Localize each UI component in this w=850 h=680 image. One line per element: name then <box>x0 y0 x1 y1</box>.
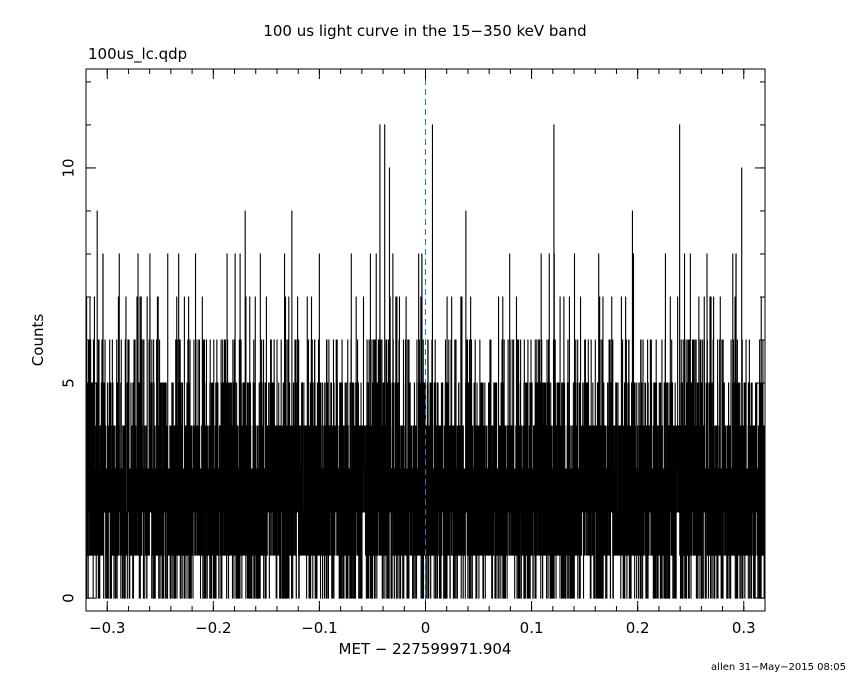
x-tick-label: −0.3 <box>89 619 125 637</box>
y-axis-label: Counts <box>29 313 47 367</box>
axis-ticks <box>85 69 766 611</box>
y-tick-label: 0 <box>60 593 78 603</box>
counts-series <box>85 124 766 599</box>
x-tick-label: −0.1 <box>301 619 337 637</box>
x-tick-label: 0.3 <box>732 619 756 637</box>
axis-tick-labels: −0.3 −0.2 −0.1 0 0.1 0.2 0.3 0 5 10 <box>60 158 756 637</box>
chart-title: 100 us light curve in the 15−350 keV ban… <box>263 22 587 40</box>
x-tick-label: 0.2 <box>626 619 650 637</box>
x-tick-label: −0.2 <box>195 619 231 637</box>
x-tick-label: 0 <box>421 619 431 637</box>
y-tick-label: 10 <box>60 158 78 177</box>
chart-subtitle: 100us_lc.qdp <box>88 45 188 63</box>
counts-histogram <box>85 124 766 599</box>
x-axis-label: MET − 227599971.904 <box>338 640 512 658</box>
y-tick-label: 5 <box>60 378 78 388</box>
x-tick-label: 0.1 <box>520 619 544 637</box>
footer-stamp: allen 31−May−2015 08:05 <box>711 662 846 673</box>
